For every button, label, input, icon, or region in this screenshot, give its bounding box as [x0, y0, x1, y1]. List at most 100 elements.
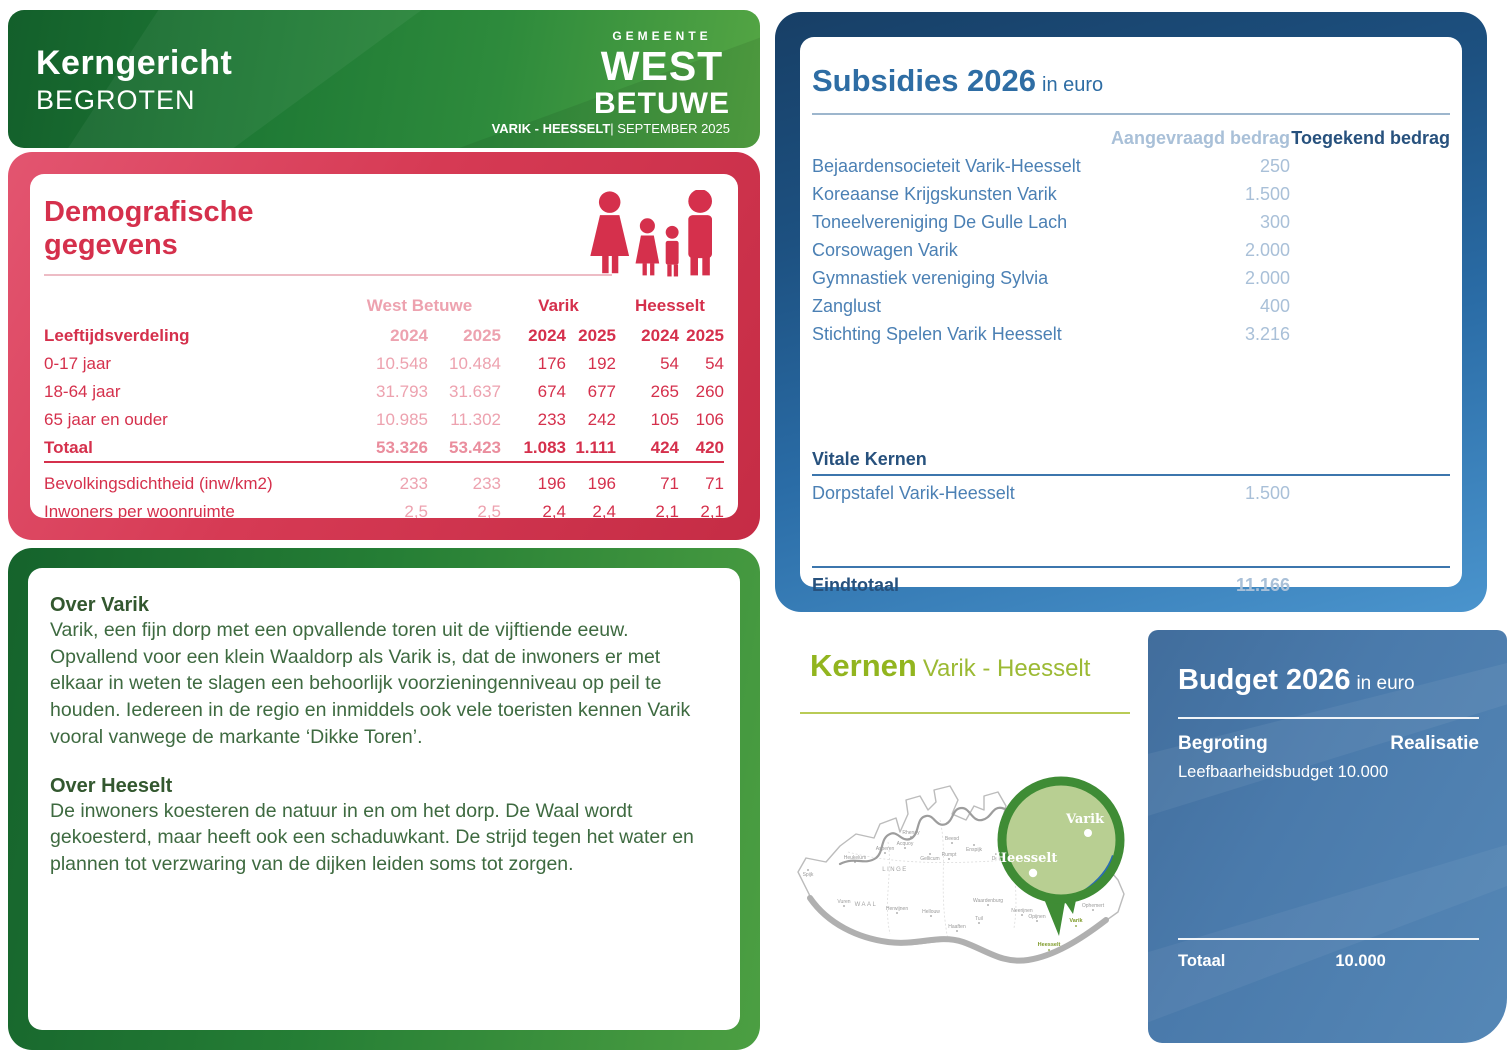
cell: 677 — [587, 382, 616, 402]
row-label: Inwoners per woonruimte — [44, 502, 235, 518]
subsidy-requested: 2.000 — [1244, 240, 1290, 260]
budget-row-name: Leefbaarheidsbudget — [1178, 763, 1334, 781]
budget-divider — [1178, 717, 1479, 719]
cell: 196 — [537, 474, 566, 494]
map-town-labels: Spijk Heukelum Asperen Rhenoy Acquoy Gel… — [803, 830, 1105, 932]
cell: 424 — [650, 438, 679, 458]
vitale-kernen-heading: Vitale Kernen — [812, 449, 927, 469]
subsidy-requested: 400 — [1259, 296, 1290, 316]
demographics-divider — [44, 274, 612, 277]
row-label-total: Totaal — [44, 438, 93, 458]
demographics-panel: Demografische gegevens — [8, 152, 760, 540]
cell: 2,1 — [700, 502, 724, 518]
kernen-title-text: Kernen — [810, 648, 917, 683]
subsidies-table: Aangevraagd bedrag Toegekend bedrag Beja… — [812, 121, 1450, 345]
cell: 2,5 — [404, 502, 428, 518]
edition-date: | SEPTEMBER 2025 — [610, 121, 730, 136]
budget-total-value: 10.000 — [1335, 952, 1386, 970]
subsidy-name: Dorpstafel Varik-Heesselt — [812, 483, 1015, 503]
col-requested: Aangevraagd bedrag — [1110, 128, 1290, 148]
subsidy-name: Zanglust — [812, 296, 882, 316]
eindtotaal-value: 11.166 — [1235, 575, 1290, 595]
cell: 11.302 — [450, 410, 501, 430]
about-heeselt-title: Over Heeselt — [50, 774, 173, 797]
town-label: Haaften — [948, 924, 966, 930]
kernen-divider — [800, 712, 1130, 714]
town-label: Rumpt — [942, 852, 957, 858]
col-granted: Toegekend bedrag — [1291, 128, 1450, 148]
eindtotaal-divider — [812, 566, 1450, 568]
about-varik-text: Varik, een fijn dorp met een opvallende … — [50, 619, 691, 748]
header-banner: Kerngericht BEGROTEN GEMEENTE WEST BETUW… — [8, 10, 760, 148]
row-label: Bevolkingsdichtheid (inw/km2) — [44, 474, 273, 494]
budget-title-text: Budget 2026 — [1178, 664, 1351, 696]
year-header: 2024 — [528, 326, 566, 346]
budget-title-unit: in euro — [1356, 673, 1415, 694]
cell: 31.793 — [376, 382, 428, 402]
cell: 192 — [587, 354, 616, 374]
town-label: Opijnen — [1028, 914, 1045, 920]
subsidy-name: Stichting Spelen Varik Heesselt — [812, 324, 1062, 344]
town-label: Enspijk — [966, 847, 983, 853]
cell: 31.637 — [449, 382, 501, 402]
highlight-heesselt-dot — [1028, 868, 1038, 878]
municipality-map: Spijk Heukelum Asperen Rhenoy Acquoy Gel… — [797, 776, 1125, 964]
page-title-line1: Kerngericht — [36, 44, 233, 82]
budget-total-row: Totaal 10.000 — [1178, 952, 1479, 971]
town-label: Herwijnen — [886, 906, 908, 912]
budget-panel: Budget 2026 in euro Begroting Realisatie … — [1148, 630, 1507, 1043]
cell: 10.548 — [376, 354, 428, 374]
town-label: Beesd — [945, 836, 959, 842]
demographics-table: West Betuwe Varik Heesselt Leeftijdsverd… — [44, 288, 724, 518]
year-header: 2024 — [390, 326, 428, 346]
cell: 233 — [472, 474, 501, 494]
about-panel-inner: Over Varik Varik, een fijn dorp met een … — [28, 568, 740, 1030]
town-label: Neerijnen — [1011, 908, 1033, 914]
year-header: 2025 — [578, 326, 616, 346]
cell: 265 — [650, 382, 679, 402]
cell: 2,1 — [655, 502, 679, 518]
col-group-heesselt: Heesselt — [635, 296, 705, 316]
subsidies-divider — [812, 113, 1450, 115]
edition-line: VARIK - HEESSELT| SEPTEMBER 2025 — [492, 121, 730, 136]
subsidies-panel-inner: Subsidies 2026 in euro Aangevraagd bedrag… — [800, 37, 1462, 595]
cell: 176 — [537, 354, 566, 374]
page-title-line2: BEGROTEN — [36, 85, 196, 115]
subsidy-name: Bejaardensocieteit Varik-Heesselt — [812, 156, 1081, 176]
subsidy-requested: 1.500 — [1244, 483, 1290, 503]
year-header: 2025 — [463, 326, 501, 346]
cell: 54 — [705, 354, 724, 374]
subsidy-name: Toneelvereniging De Gulle Lach — [812, 212, 1068, 232]
row-label: 18-64 jaar — [44, 382, 121, 402]
col-group-west-betuwe: West Betuwe — [366, 296, 473, 316]
river-linge-line — [838, 806, 1026, 866]
cell: 233 — [537, 410, 566, 430]
highlight-varik-label: Varik — [1065, 812, 1105, 827]
row-label: 0-17 jaar — [44, 354, 112, 374]
kernen-subtitle: Varik - Heesselt — [922, 655, 1091, 682]
budget-total-divider — [1178, 938, 1479, 940]
town-label: Spijk — [803, 872, 814, 878]
town-label: Deil — [992, 856, 1001, 862]
highlight-varik-dot — [1084, 829, 1092, 837]
town-label: Hellouw — [922, 909, 940, 915]
budget-col-realisatie: Realisatie — [1390, 733, 1479, 754]
cell: 10.484 — [449, 354, 501, 374]
edition-kernen: VARIK - HEESSELT — [491, 121, 611, 136]
town-label: Tuil — [975, 916, 983, 922]
subsidies-title-text: Subsidies 2026 — [812, 63, 1037, 98]
logo-west: WEST — [600, 43, 724, 89]
cell: 106 — [695, 410, 724, 430]
town-label: Rhenoy — [902, 830, 920, 836]
subsidy-requested: 2.000 — [1244, 268, 1290, 288]
cell: 2,4 — [542, 502, 566, 518]
subsidies-title: Subsidies 2026 in euro — [812, 63, 1450, 99]
river-waal-line — [807, 895, 1109, 964]
row-header: Leeftijdsverdeling — [44, 326, 190, 346]
cell: 674 — [537, 382, 566, 402]
cell: 53.326 — [376, 438, 428, 458]
eindtotaal-row: Eindtotaal 11.166 — [812, 568, 1450, 596]
cell: 54 — [660, 354, 679, 374]
demographics-title: Demografische gegevens — [44, 196, 254, 262]
cell: 71 — [660, 474, 679, 494]
